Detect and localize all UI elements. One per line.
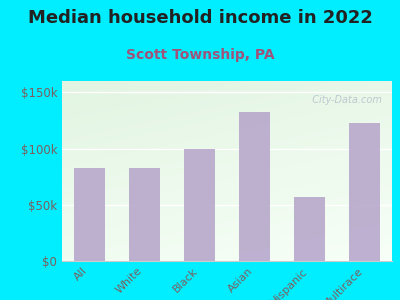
Text: City-Data.com: City-Data.com [306, 95, 382, 105]
Bar [184, 148, 215, 261]
Bar [129, 168, 160, 261]
Text: Median household income in 2022: Median household income in 2022 [28, 9, 372, 27]
Bar [349, 123, 380, 261]
Bar [74, 168, 105, 261]
Bar [294, 197, 325, 261]
Text: Scott Township, PA: Scott Township, PA [126, 48, 274, 62]
Bar [239, 112, 270, 261]
